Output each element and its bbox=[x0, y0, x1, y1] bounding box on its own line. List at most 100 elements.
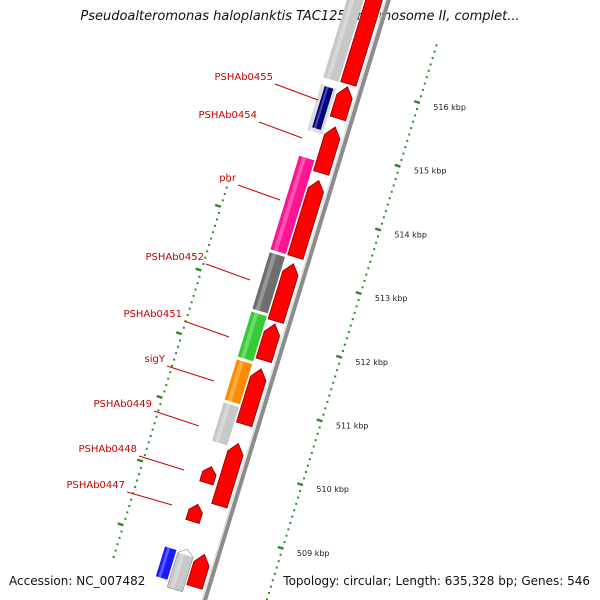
ruler-minor-tick bbox=[423, 82, 426, 85]
ruler-minor-tick bbox=[380, 222, 383, 225]
PSHAb0451-box bbox=[237, 311, 267, 362]
ruler-major-tick bbox=[296, 482, 304, 487]
outer-ruler-dot bbox=[173, 358, 176, 361]
outer-ruler-dot bbox=[202, 263, 205, 266]
accession-text: Accession: NC_007482 bbox=[9, 574, 146, 588]
outer-ruler-dot bbox=[194, 288, 197, 291]
outer-ruler-dot bbox=[116, 543, 119, 546]
ruler-minor-tick bbox=[357, 299, 360, 302]
ruler-minor-tick bbox=[306, 464, 309, 467]
blue-gene-box-shine bbox=[158, 547, 171, 578]
ruler-minor-tick bbox=[386, 203, 389, 206]
ruler-minor-tick bbox=[291, 515, 294, 518]
outer-ruler-dot bbox=[178, 339, 181, 342]
outer-ruler-dot bbox=[147, 441, 150, 444]
ruler-minor-tick bbox=[297, 496, 300, 499]
ruler-minor-tick bbox=[402, 152, 405, 155]
gray-gene-outline bbox=[166, 548, 194, 593]
outer-ruler-dot bbox=[155, 415, 158, 418]
ruler-minor-tick bbox=[318, 426, 321, 429]
ruler-minor-tick bbox=[275, 566, 278, 569]
phr-box-shine bbox=[273, 156, 307, 252]
ruler-minor-tick bbox=[412, 120, 415, 123]
top-gray-gene-box bbox=[323, 0, 364, 82]
gene-label-leader bbox=[153, 410, 200, 427]
gene-label-leader bbox=[126, 491, 173, 506]
top-gray-gene-box-shine bbox=[326, 0, 355, 80]
ruler-tick-label: 514 kbp bbox=[394, 230, 427, 239]
outer-ruler-dot bbox=[167, 377, 170, 380]
outer-ruler-dot bbox=[221, 199, 224, 202]
ruler-minor-tick bbox=[314, 439, 317, 442]
ruler-minor-tick bbox=[334, 375, 337, 378]
ruler-minor-tick bbox=[406, 139, 409, 142]
PSHAb0451-box-shine bbox=[240, 312, 259, 359]
outer-ruler-dot bbox=[208, 243, 211, 246]
ruler-minor-tick bbox=[425, 76, 428, 79]
gene-label: PSHAb0447 bbox=[66, 480, 125, 491]
ruler-major-tick bbox=[316, 418, 323, 423]
gene-label: PSHAb0455 bbox=[214, 72, 273, 83]
outer-ruler-dot bbox=[169, 371, 172, 374]
ruler-minor-tick bbox=[330, 388, 333, 391]
ruler-minor-tick bbox=[369, 260, 372, 263]
ruler-major-tick bbox=[374, 227, 382, 232]
ruler-tick-label: 513 kbp bbox=[375, 294, 408, 303]
ruler-minor-tick bbox=[435, 44, 438, 47]
outer-ruler-tick bbox=[156, 394, 163, 399]
gene-label-leader bbox=[138, 455, 185, 471]
ruler-tick-label: 510 kbp bbox=[316, 485, 349, 494]
ruler-major-tick bbox=[355, 291, 362, 296]
outer-ruler-dot bbox=[145, 447, 148, 450]
ruler-minor-tick bbox=[328, 394, 331, 397]
ruler-minor-tick bbox=[336, 369, 339, 372]
outer-ruler-dot bbox=[206, 250, 209, 253]
ruler-minor-tick bbox=[347, 330, 350, 333]
ruler-minor-tick bbox=[419, 95, 422, 98]
ruler-minor-tick bbox=[390, 190, 393, 193]
ruler-minor-tick bbox=[400, 158, 403, 161]
ruler-tick-label: 512 kbp bbox=[355, 358, 388, 367]
outer-ruler-dot bbox=[186, 313, 189, 316]
gene-label-leader bbox=[274, 83, 319, 101]
outer-ruler-dot bbox=[198, 275, 201, 278]
outer-ruler-tick bbox=[117, 522, 124, 527]
forward-gene-arrow bbox=[287, 179, 324, 260]
topology-text: Topology: circular; Length: 635,328 bp; … bbox=[283, 574, 590, 588]
gene-label: PSHAb0452 bbox=[145, 252, 204, 263]
gene-label-leader bbox=[166, 365, 215, 382]
outer-ruler-dot bbox=[153, 422, 156, 425]
outer-ruler-dot bbox=[136, 479, 139, 482]
outer-ruler-dot bbox=[214, 224, 217, 227]
ruler-major-tick bbox=[277, 545, 284, 550]
outer-ruler-dot bbox=[225, 186, 228, 189]
outer-ruler-dot bbox=[223, 192, 226, 195]
ruler-tick-label: 509 kbp bbox=[297, 549, 330, 558]
ruler-minor-tick bbox=[408, 133, 411, 136]
ruler-minor-tick bbox=[373, 248, 376, 251]
ruler-minor-tick bbox=[324, 407, 327, 410]
ruler-minor-tick bbox=[353, 311, 356, 314]
outer-ruler-dot bbox=[175, 352, 178, 355]
ruler-minor-tick bbox=[421, 88, 424, 91]
ruler-tick-label: 515 kbp bbox=[414, 167, 447, 176]
ruler-minor-tick bbox=[326, 400, 329, 403]
outer-ruler-dot bbox=[128, 505, 131, 508]
ruler-minor-tick bbox=[312, 445, 315, 448]
outer-ruler-dot bbox=[151, 428, 154, 431]
ruler-minor-tick bbox=[279, 553, 282, 556]
ruler-minor-tick bbox=[429, 63, 432, 66]
outer-ruler-tick bbox=[195, 267, 202, 272]
ruler-minor-tick bbox=[377, 235, 380, 238]
gene-label: PSHAb0451 bbox=[123, 309, 182, 320]
forward-gene-arrow bbox=[186, 553, 210, 590]
PSHAb0449-box bbox=[212, 402, 239, 446]
ruler-minor-tick bbox=[416, 108, 419, 111]
outer-ruler-dot bbox=[139, 466, 142, 469]
outer-ruler-dot bbox=[227, 180, 230, 183]
ruler-minor-tick bbox=[303, 477, 306, 480]
outer-ruler-dot bbox=[163, 390, 166, 393]
ruler-minor-tick bbox=[271, 579, 274, 582]
PSHAb0455-box bbox=[312, 86, 334, 130]
